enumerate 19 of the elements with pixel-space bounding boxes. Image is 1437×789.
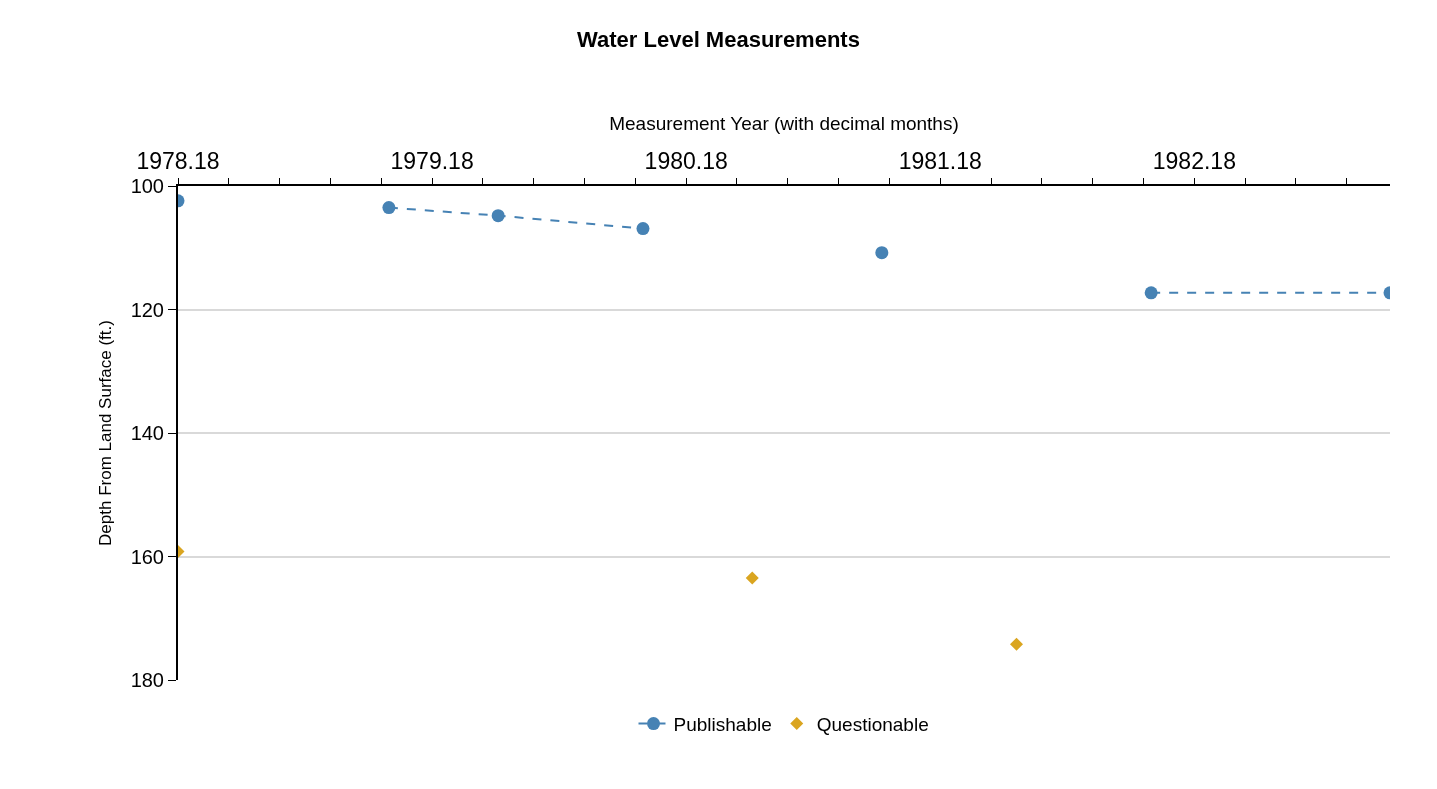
y-tick-label: 120: [130, 298, 164, 321]
legend-label: Publishable: [673, 713, 772, 735]
point: [1009, 637, 1023, 651]
y-tick-label: 140: [130, 422, 164, 444]
y-tick-label: 180: [130, 669, 164, 691]
point: [1144, 286, 1158, 300]
y-tick-label: 100: [130, 175, 164, 197]
x-tick-label: 1978.18: [136, 147, 220, 174]
x-tick-label: 1981.18: [898, 147, 982, 174]
x-axis-title: Measurement Year (with decimal months): [609, 113, 959, 135]
x-tick-label: 1982.18: [1152, 147, 1236, 174]
y-tick-label: 160: [130, 545, 164, 568]
chart-title: Water Level Measurements: [577, 26, 860, 52]
point: [745, 571, 759, 585]
point: [875, 246, 889, 260]
y-axis-title: Depth From Land Surface (ft.): [95, 320, 115, 546]
legend-label: Questionable: [816, 713, 929, 735]
x-tick-label: 1979.18: [390, 147, 474, 174]
x-tick-label: 1980.18: [644, 147, 728, 174]
